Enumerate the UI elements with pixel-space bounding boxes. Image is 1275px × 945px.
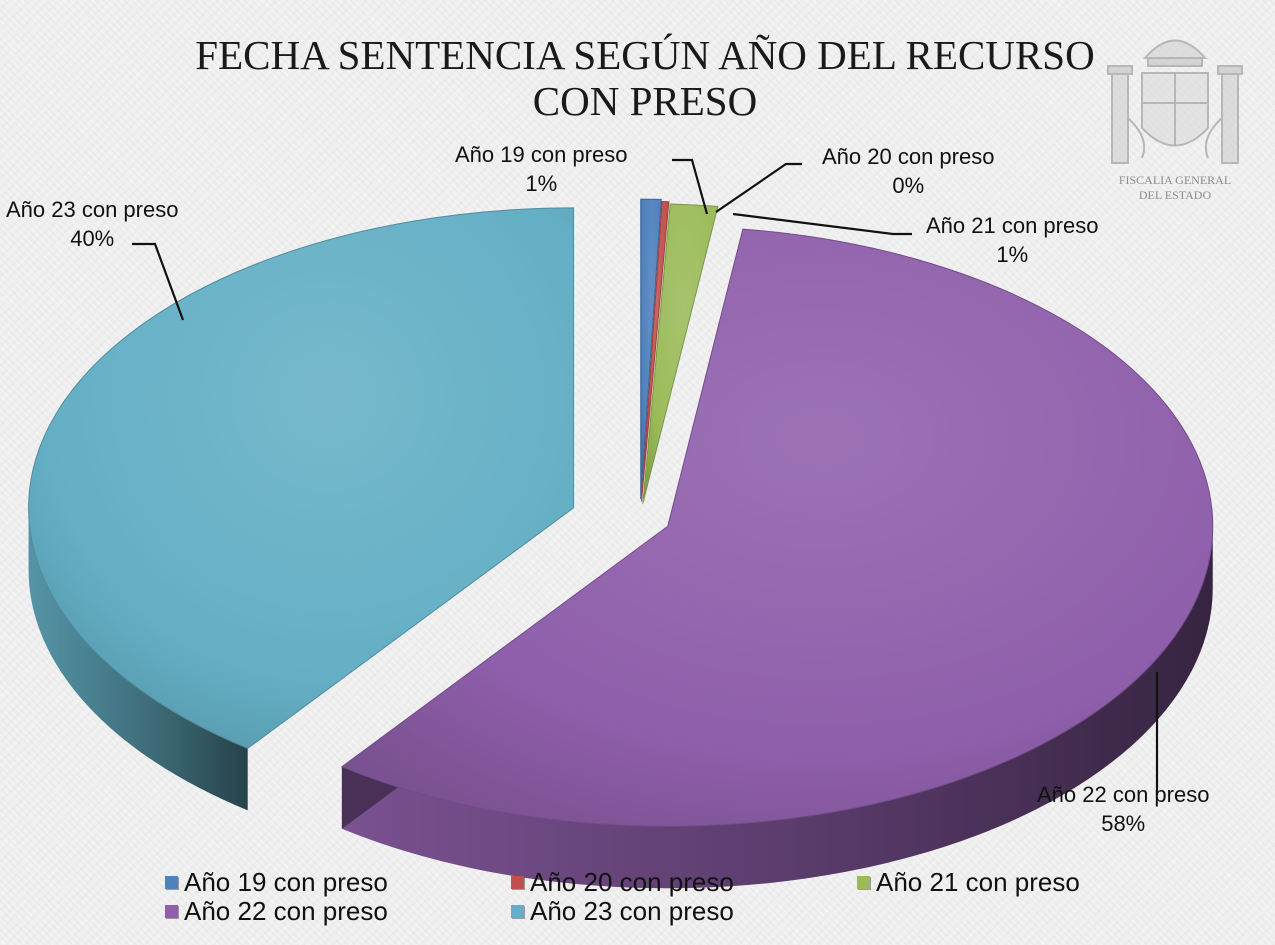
pie-wall-year-23 — [28, 507, 248, 811]
legend-label-year-22: Año 22 con preso — [184, 896, 388, 926]
chart-title-line-1: FECHA SENTENCIA SEGÚN AÑO DEL RECURSO — [195, 32, 1095, 78]
data-label-year-22-name: Año 22 con preso — [1037, 782, 1210, 807]
data-label-year-21: Año 21 con preso 1% — [926, 211, 1098, 269]
data-label-year-23-name: Año 23 con preso — [6, 197, 179, 222]
pie-slice-year-20 — [640, 201, 670, 502]
legend-item-year-23: Año 23 con preso — [511, 897, 857, 926]
leader-line-year-20 — [715, 162, 802, 213]
data-label-year-20-pct: 0% — [892, 173, 925, 198]
leader-line-year-21 — [732, 212, 912, 236]
pie-slice-year-23 — [28, 207, 575, 749]
pie-top-faces — [28, 198, 1214, 827]
legend-swatch-year-21 — [857, 876, 870, 889]
data-label-year-21-name: Año 21 con preso — [926, 213, 1099, 238]
data-label-year-20-name: Año 20 con preso — [822, 144, 995, 169]
leader-lines — [132, 158, 1159, 795]
emblem-caption-line-1: FISCALIA GENERAL — [1118, 173, 1232, 187]
data-label-year-20: Año 20 con preso 0% — [822, 142, 994, 200]
legend-label-year-19: Año 19 con preso — [184, 867, 388, 897]
chart-legend: Año 19 con preso Año 20 con preso Año 21… — [165, 868, 1165, 926]
legend-item-year-20: Año 20 con preso — [511, 868, 857, 897]
pie-wall-year-22 — [341, 526, 1213, 889]
legend-label-year-20: Año 20 con preso — [530, 867, 734, 897]
legend-item-year-19: Año 19 con preso — [165, 868, 511, 897]
legend-item-year-22: Año 22 con preso — [165, 897, 511, 926]
chart-title: FECHA SENTENCIA SEGÚN AÑO DEL RECURSO CO… — [100, 32, 1190, 124]
chart-title-line-2: CON PRESO — [532, 78, 758, 124]
legend-swatch-year-22 — [165, 905, 178, 918]
legend-swatch-year-20 — [511, 876, 524, 889]
data-label-year-23: Año 23 con preso 40% — [6, 195, 178, 253]
data-label-year-19-name: Año 19 con preso — [455, 142, 628, 167]
legend-swatch-year-19 — [165, 876, 178, 889]
legend-label-year-23: Año 23 con preso — [530, 896, 734, 926]
data-label-year-23-pct: 40% — [70, 226, 115, 251]
emblem-caption: FISCALIA GENERAL DEL ESTADO — [1100, 173, 1250, 203]
data-label-year-22-pct: 58% — [1101, 811, 1146, 836]
leader-line-year-23 — [132, 242, 185, 321]
data-label-year-19-pct: 1% — [525, 171, 558, 196]
legend-label-year-21: Año 21 con preso — [876, 867, 1080, 897]
data-label-year-22: Año 22 con preso 58% — [1037, 780, 1209, 838]
pie-slice-year-22 — [340, 228, 1214, 827]
legend-item-year-21: Año 21 con preso — [857, 868, 1157, 897]
leader-line-year-19 — [672, 158, 709, 215]
pie-slice-year-21 — [642, 203, 719, 504]
emblem-caption-line-2: DEL ESTADO — [1138, 188, 1212, 202]
data-label-year-19: Año 19 con preso 1% — [455, 140, 627, 198]
data-label-year-21-pct: 1% — [996, 242, 1029, 267]
coat-of-arms-emblem — [1107, 39, 1243, 164]
pie-slice-year-19 — [640, 198, 662, 500]
legend-swatch-year-23 — [511, 905, 524, 918]
